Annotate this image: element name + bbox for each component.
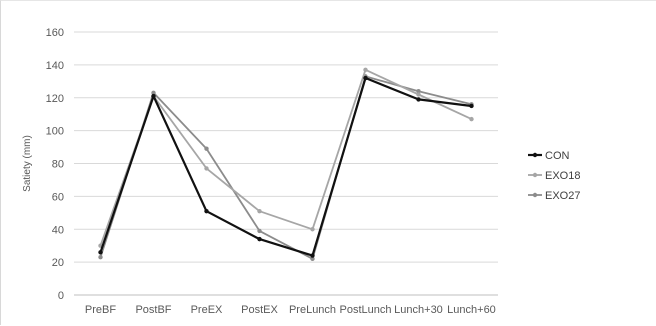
y-tick-label: 20 xyxy=(52,257,64,269)
y-tick-label: 120 xyxy=(46,93,64,105)
data-point xyxy=(151,90,156,96)
data-point xyxy=(416,97,421,102)
series-lines xyxy=(98,67,474,262)
data-point xyxy=(98,254,103,260)
y-tick-label: 0 xyxy=(58,290,64,302)
data-point xyxy=(363,67,368,73)
data-point xyxy=(310,256,315,262)
x-tick-label: Lunch+30 xyxy=(394,304,443,316)
series-line xyxy=(99,76,472,257)
data-point xyxy=(204,208,209,214)
data-point xyxy=(469,116,474,122)
data-point xyxy=(469,103,474,109)
data-point xyxy=(310,227,315,232)
y-tick-label: 80 xyxy=(52,159,64,171)
data-point xyxy=(257,228,262,234)
gridlines xyxy=(74,31,498,263)
data-point xyxy=(257,208,262,214)
data-point xyxy=(98,250,103,255)
data-point xyxy=(257,236,262,242)
data-point xyxy=(310,253,315,258)
legend-label: CON xyxy=(545,150,570,162)
legend-marker xyxy=(532,152,538,158)
x-tick-label: PostEX xyxy=(241,304,278,316)
legend-marker xyxy=(532,192,538,198)
x-tick-label: PreBF xyxy=(85,304,116,316)
series-line xyxy=(99,68,472,247)
axes: 0 20 40 60 80 100 120 140 160 PreBF PostBF PreEX Pos… xyxy=(22,27,498,316)
y-tick-label: 100 xyxy=(46,126,64,138)
data-point xyxy=(151,93,156,99)
y-tick-label: 160 xyxy=(46,27,64,39)
x-tick-label: PostLunch xyxy=(340,304,392,316)
y-tick-label: 40 xyxy=(52,224,64,236)
x-tick-label: PreLunch xyxy=(289,304,336,316)
y-axis-title: Satiety (mm) xyxy=(22,135,33,192)
x-tick-label: Lunch+60 xyxy=(447,304,496,316)
legend-label: EXO18 xyxy=(545,170,580,182)
y-tick-label: 140 xyxy=(46,60,64,72)
y-tick-label: 60 xyxy=(52,191,64,203)
series-line xyxy=(99,75,472,260)
data-point xyxy=(416,92,421,97)
data-point xyxy=(363,75,368,81)
x-tick-label: PostBF xyxy=(135,304,171,316)
legend-label: EXO27 xyxy=(545,190,580,202)
legend: CON EXO18 EXO27 xyxy=(528,150,580,202)
data-point xyxy=(204,146,209,151)
legend-marker xyxy=(532,172,538,178)
data-point xyxy=(416,88,421,94)
data-point xyxy=(204,166,209,171)
x-tick-label: PreEX xyxy=(191,304,223,316)
